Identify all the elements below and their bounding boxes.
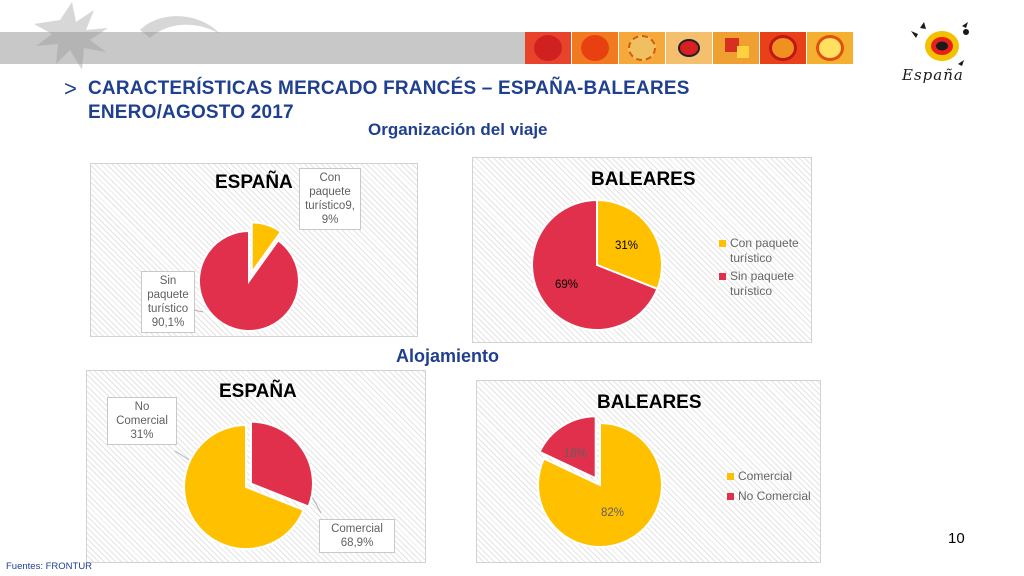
pie-svg-2 <box>531 198 663 331</box>
espana-logo: España <box>901 22 969 84</box>
data-label-18: 18% <box>564 448 588 460</box>
chart-baleares-alojamiento: BALEARES 82% 18% Comercial No Comercial <box>476 380 821 563</box>
section-alojamiento: Alojamiento <box>396 346 500 366</box>
legend-label: Comercial <box>738 469 793 483</box>
pie-slice <box>596 198 663 291</box>
data-label-31: 31% <box>615 240 639 252</box>
chart-espana-alojamiento: ESPAÑA No Comercial 31% Comercial 68,9% <box>86 370 426 563</box>
pie-slices-1 <box>198 221 300 332</box>
pie-slice <box>198 229 300 332</box>
legend-item-comercial: Comercial <box>727 469 817 484</box>
legend: Comercial No Comercial <box>727 469 817 507</box>
callout-line: Con <box>319 172 341 184</box>
title-line-2: ENERO/AGOSTO 2017 <box>88 102 294 123</box>
pie-slice <box>250 221 283 276</box>
sun-textured-tile-icon <box>619 32 666 64</box>
legend-label: No Comercial <box>738 489 811 503</box>
pie-slices-4 <box>537 415 663 548</box>
callout-line: 9% <box>321 214 339 226</box>
chart-title: ESPAÑA <box>215 172 293 193</box>
callout-con-paquete: Con paquete turístico9, 9% <box>299 168 361 230</box>
legend-swatch <box>727 473 734 480</box>
callout-line: paquete <box>309 186 351 198</box>
callout-no-comercial: No Comercial 31% <box>107 397 177 445</box>
callout-sin-paquete: Sin paquete turístico 90,1% <box>141 271 195 333</box>
callout-line: turístico <box>147 303 189 315</box>
pie-slices-2 <box>531 198 663 331</box>
callout-line: No <box>134 401 150 413</box>
legend-item-sin-paquete: Sin paquete turístico <box>719 269 811 299</box>
pie-slice <box>538 415 597 480</box>
chart-title: BALEARES <box>591 169 696 190</box>
pie-svg-4 <box>537 415 663 548</box>
pie-slice <box>531 198 659 331</box>
pie-svg-1 <box>193 210 350 332</box>
data-label-69: 69% <box>555 279 579 291</box>
legend-item-no-comercial: No Comercial <box>727 489 817 504</box>
chart-title: BALEARES <box>597 392 702 413</box>
leader-line-comercial <box>310 494 322 514</box>
legend-swatch <box>719 240 726 247</box>
chart-title: ESPAÑA <box>219 381 297 402</box>
pie-slice <box>183 423 305 550</box>
svg-text:España: España <box>901 66 964 84</box>
legend-label: Sin paquete <box>730 269 795 283</box>
callout-line: 31% <box>130 429 154 441</box>
callout-comercial: Comercial 68,9% <box>319 519 395 553</box>
sun-orange-tile-icon <box>572 32 619 64</box>
decorative-sun-sketch-icon <box>34 2 220 70</box>
source-note: Fuentes: FRONTUR <box>6 561 93 572</box>
section-organizacion: Organización del viaje <box>368 120 548 139</box>
squares-tile-icon <box>713 32 760 64</box>
pie-slice <box>249 420 314 508</box>
callout-line: Comercial <box>116 415 168 427</box>
callout-line: Sin <box>159 275 177 287</box>
callout-line: Comercial <box>331 523 383 535</box>
sun-ring-red-tile-icon <box>760 32 807 64</box>
callout-line: 90,1% <box>151 317 185 329</box>
pie-slice <box>537 421 663 548</box>
data-label-82: 82% <box>601 507 625 519</box>
pie-svg-3 <box>174 420 322 550</box>
arrow-icon: > <box>64 76 78 101</box>
legend-label: Con paquete <box>730 236 799 250</box>
legend-item-con-paquete: Con paquete turístico <box>719 236 811 266</box>
chart-baleares-organizacion: BALEARES 31% 69% Con paquete turístico S… <box>472 157 812 343</box>
sun-ring-yellow-tile-icon <box>807 32 854 64</box>
leader-line-sin <box>193 309 204 313</box>
header-band <box>0 32 525 64</box>
legend-label: turístico <box>730 284 773 298</box>
legend-label: turístico <box>730 251 773 265</box>
callout-line: 68,9% <box>340 537 374 549</box>
decorative-tiles <box>525 32 854 64</box>
leader-line-no-comercial <box>174 450 192 462</box>
legend-swatch <box>727 493 734 500</box>
sun-red-tile-icon <box>525 32 572 64</box>
title-line-1: CARACTERÍSTICAS MERCADO FRANCÉS – ESPAÑA… <box>88 78 690 99</box>
ladybug-tile-icon <box>666 32 713 64</box>
chart-espana-organizacion: ESPAÑA Con paquete turístico9, 9% Sin pa… <box>90 163 418 337</box>
pie-slices-3 <box>183 420 314 550</box>
callout-line: turístico9, <box>305 200 355 212</box>
callout-line: paquete <box>147 289 189 301</box>
legend-swatch <box>719 273 726 280</box>
page-number: 10 <box>948 530 965 547</box>
legend: Con paquete turístico Sin paquete turíst… <box>719 236 811 302</box>
